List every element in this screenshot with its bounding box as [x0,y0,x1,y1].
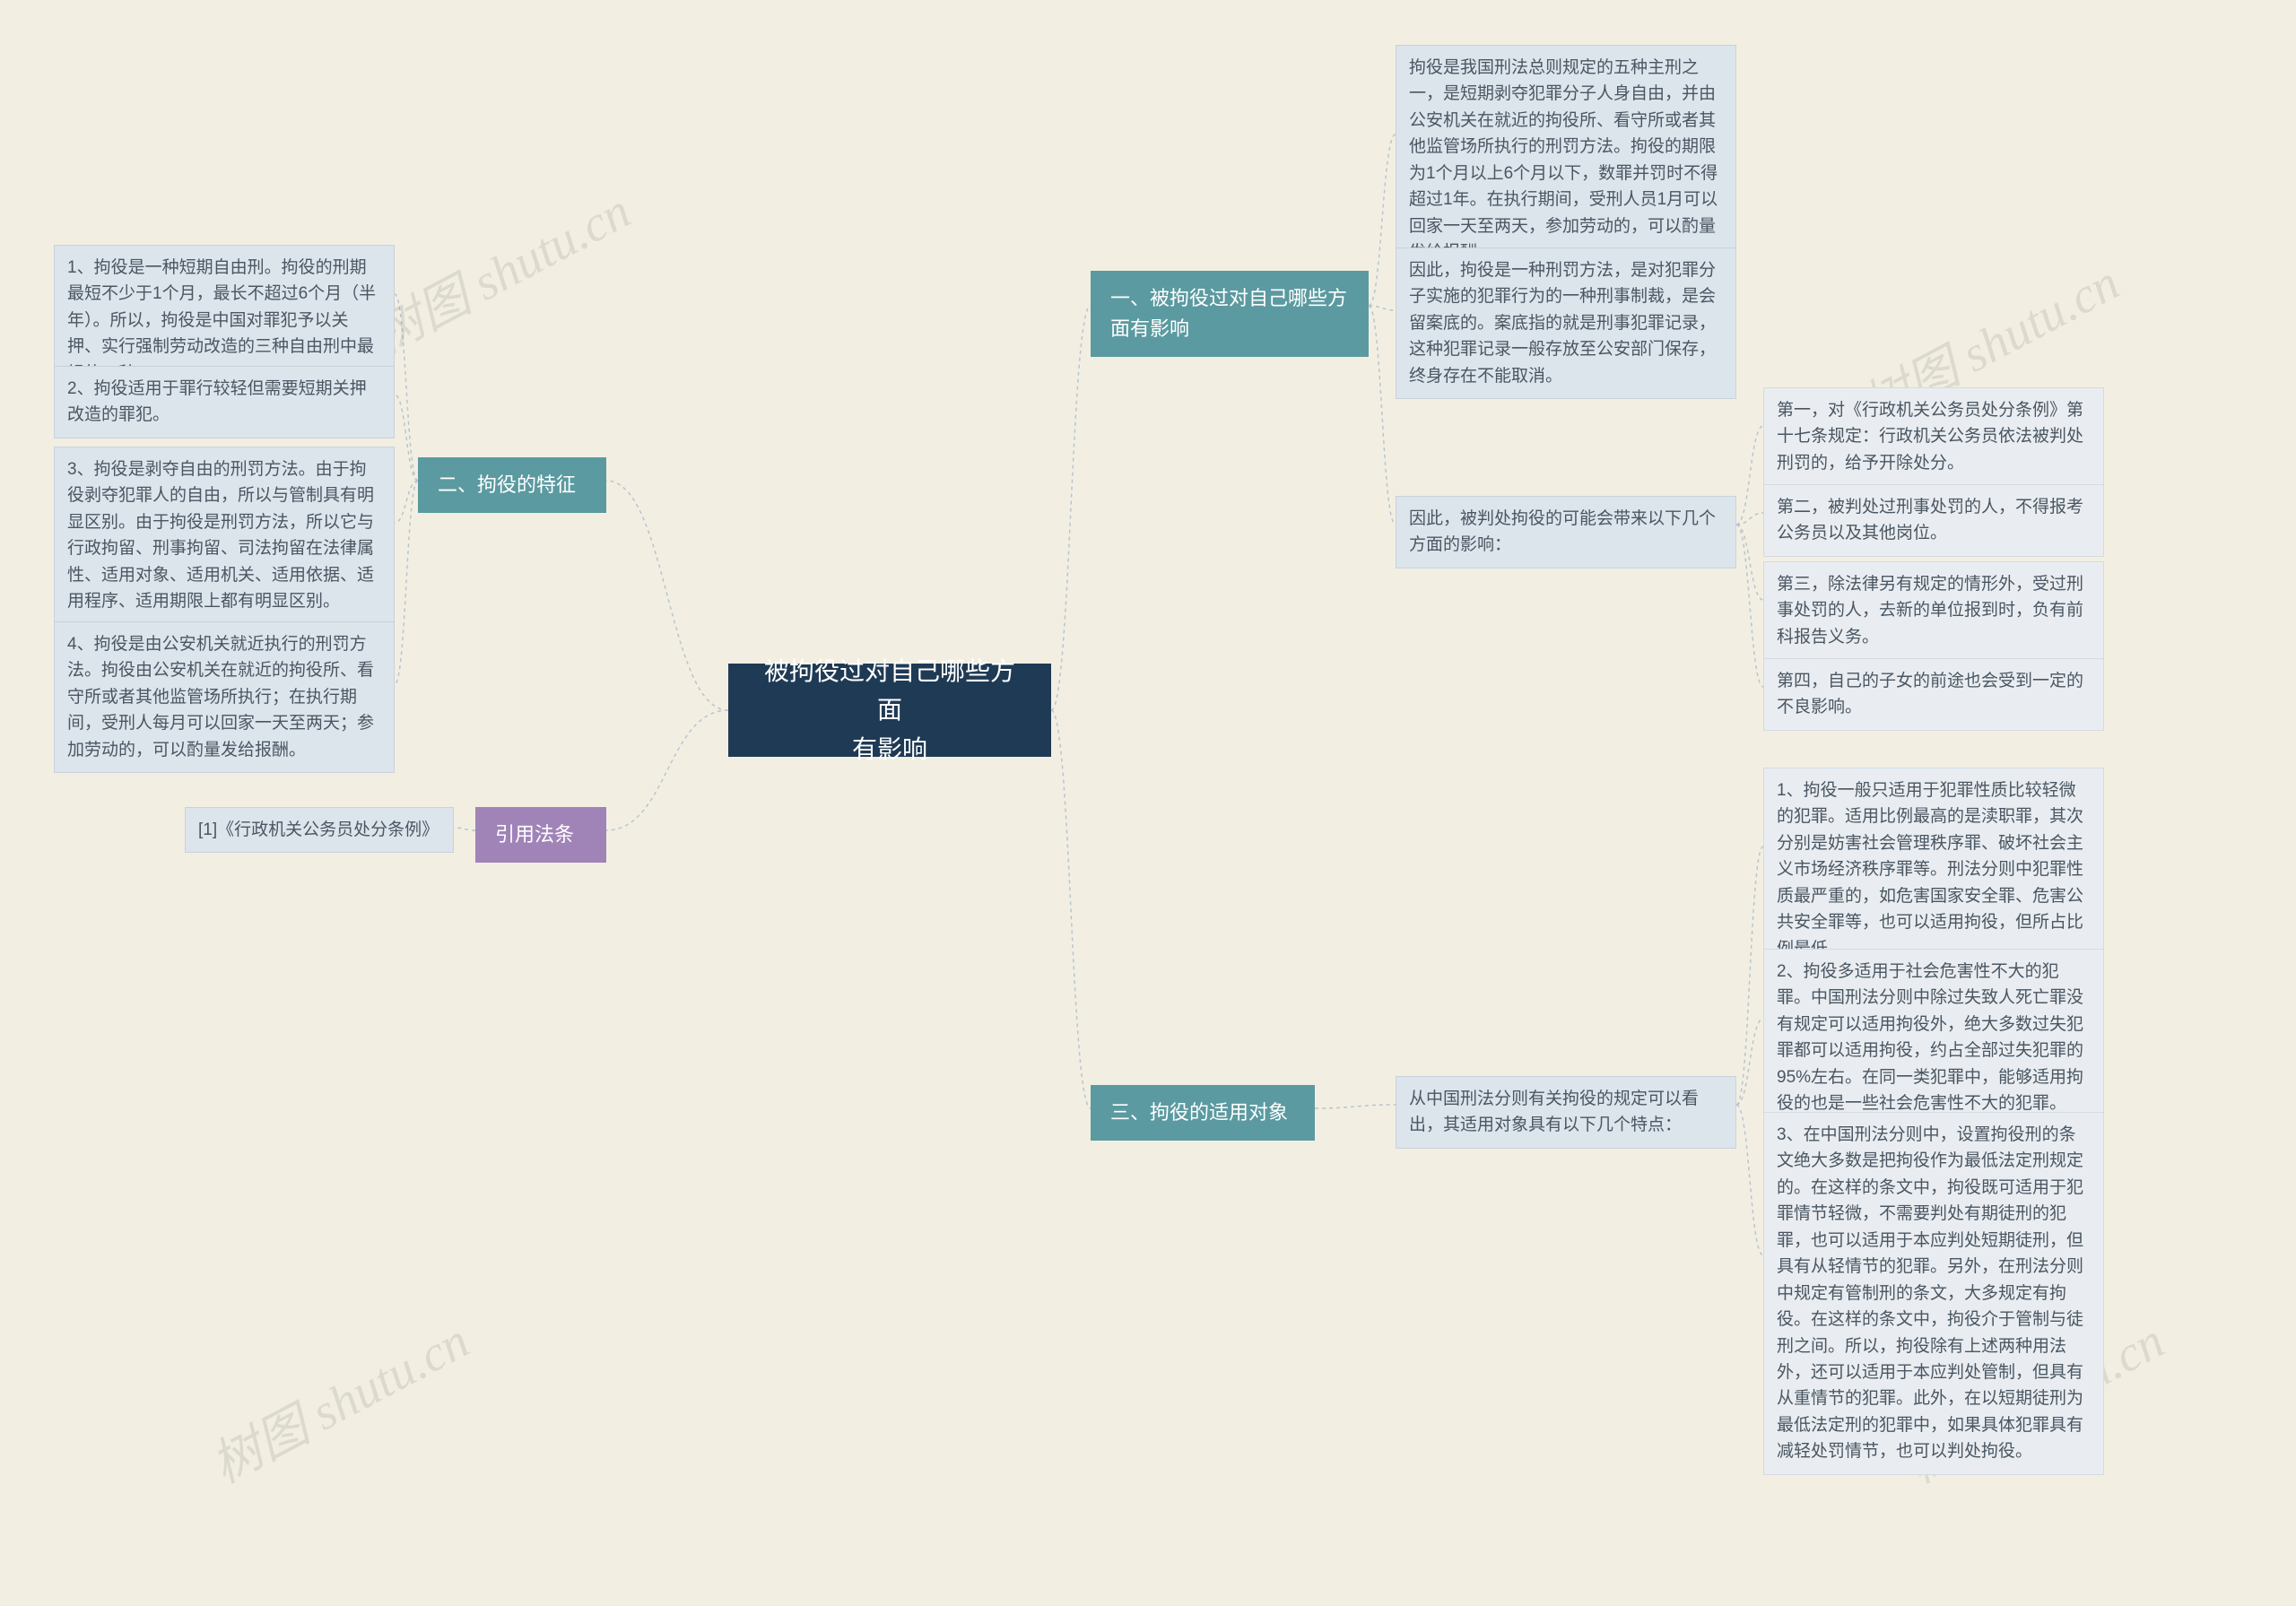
leaf-b2-3: 4、拘役是由公安机关就近执行的刑罚方法。拘役由公安机关在就近的拘役所、看守所或者… [54,621,395,773]
branch-b2: 二、拘役的特征 [418,457,606,513]
leaf-b3-0-0: 1、拘役一般只适用于犯罪性质比较轻微的犯罪。适用比例最高的是渎职罪，其次分别是妨… [1763,768,2104,972]
center-topic: 被拘役过对自己哪些方面有影响 [728,664,1051,757]
leaf-b1-2-2: 第三，除法律另有规定的情形外，受过刑事处罚的人，去新的单位报到时，负有前科报告义… [1763,561,2104,660]
leaf-b1-0: 拘役是我国刑法总则规定的五种主刑之一，是短期剥夺犯罪分子人身自由，并由公安机关在… [1396,45,1736,276]
leaf-b1-2-0: 第一，对《行政机关公务员处分条例》第十七条规定：行政机关公务员依法被判处刑罚的，… [1763,387,2104,486]
branch-b1: 一、被拘役过对自己哪些方面有影响 [1091,271,1369,357]
leaf-b1-1: 因此，拘役是一种刑罚方法，是对犯罪分子实施的犯罪行为的一种刑事制裁，是会留案底的… [1396,247,1736,399]
leaf-b2-1: 2、拘役适用于罪行较轻但需要短期关押改造的罪犯。 [54,366,395,438]
leaf-b3-0: 从中国刑法分则有关拘役的规定可以看出，其适用对象具有以下几个特点： [1396,1076,1736,1149]
leaf-ref-0: [1]《行政机关公务员处分条例》 [185,807,454,853]
leaf-b1-2-1: 第二，被判处过刑事处罚的人，不得报考公务员以及其他岗位。 [1763,484,2104,557]
watermark: 树图 shutu.cn [358,171,640,368]
leaf-b3-0-2: 3、在中国刑法分则中，设置拘役刑的条文绝大多数是把拘役作为最低法定刑规定的。在这… [1763,1112,2104,1475]
leaf-b2-2: 3、拘役是剥夺自由的刑罚方法。由于拘役剥夺犯罪人的自由，所以与管制具有明显区别。… [54,447,395,625]
leaf-b3-0-1: 2、拘役多适用于社会危害性不大的犯罪。中国刑法分则中除过失致人死亡罪没有规定可以… [1763,949,2104,1127]
branch-b3: 三、拘役的适用对象 [1091,1085,1315,1141]
branch-ref: 引用法条 [475,807,606,863]
leaf-b1-2-3: 第四，自己的子女的前途也会受到一定的不良影响。 [1763,658,2104,731]
watermark: 树图 shutu.cn [196,1301,479,1497]
leaf-b1-2: 因此，被判处拘役的可能会带来以下几个方面的影响： [1396,496,1736,569]
